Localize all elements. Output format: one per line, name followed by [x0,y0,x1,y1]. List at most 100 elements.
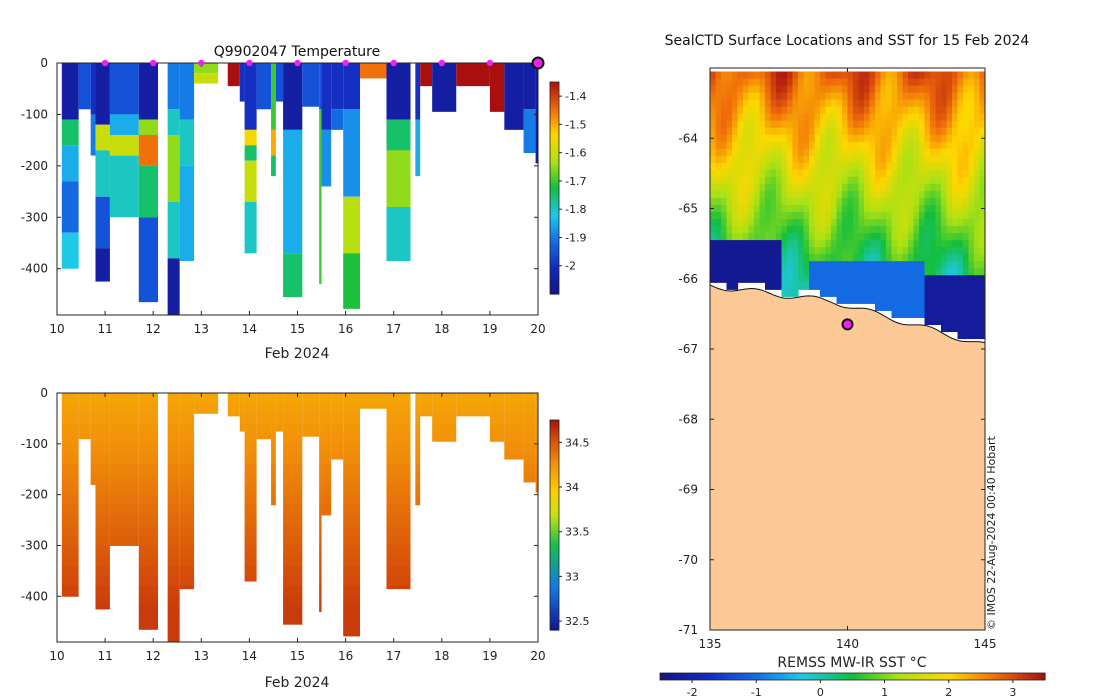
sst-cell [721,92,728,101]
sst-cell [814,71,821,80]
salinity-cell [90,464,96,475]
sst-cell [869,78,876,87]
sst-cell [715,120,722,129]
sst-cell [941,296,948,304]
sst-cell [825,148,832,157]
sst-cell [825,233,832,241]
x-tick-label: 20 [530,649,545,663]
sst-cell [897,134,904,143]
sst-cell [924,233,931,241]
sst-cell [864,204,871,213]
sst-cell [924,134,931,143]
colorbar-frame [549,81,560,295]
sst-cell [820,204,827,213]
sst-cell [941,85,948,94]
sst-cell [941,289,948,297]
colorbar-tick-label: -1.7 [565,175,586,188]
sst-cell [792,219,799,227]
salinity-cell [343,393,361,404]
sst-cell [765,275,772,283]
salinity-cell [535,474,538,485]
sst-cell [908,92,915,101]
sst-cell [897,275,904,283]
salinity-cell [61,423,79,435]
sst-cell [875,254,882,262]
salinity-cell [78,413,91,424]
salinity-cell [489,433,505,442]
sst-cell [880,296,887,304]
sst-cell [875,289,882,297]
sst-cell [941,275,948,283]
sst-cell [957,99,964,108]
sst-cell [759,233,766,241]
sst-cell [792,204,799,213]
sst-cell [891,275,898,283]
sst-cell [946,303,953,311]
sst-colorbar-segment [860,673,865,680]
colorbar-segment [550,441,559,445]
sst-cell [732,134,739,143]
sst-cell [759,71,766,80]
y-tick-label: 0 [40,386,48,400]
colorbar-segment [550,84,559,88]
sst-cell [952,303,959,311]
sst-cell [825,226,832,234]
sst-cell [776,204,783,213]
sst-cell [869,127,876,136]
sst-cell [842,127,849,136]
colorbar-segment [550,540,559,544]
sst-cell [946,99,953,108]
sst-cell [759,247,766,255]
sst-cell [930,275,937,283]
sst-cell [732,233,739,241]
sst-cell [814,134,821,143]
sst-cell [913,289,920,297]
salinity-cell [95,525,110,536]
sst-cell [743,85,750,94]
colorbar-segment [550,180,559,184]
sst-cell [858,106,865,115]
sst-cell [891,190,898,199]
salinity-cell [138,586,159,597]
salinity-cell [167,535,180,546]
sst-cell [776,141,783,150]
salinity-cell [343,413,361,424]
sst-cell [875,71,882,80]
sst-cell [726,176,733,185]
sst-colorbar-segment [833,673,838,680]
sst-colorbar-segment [933,673,938,680]
sst-cell [831,190,838,199]
sst-cell [792,120,799,129]
temperature-cell [95,196,110,249]
sst-cell [974,240,981,248]
sst-cell [748,268,755,276]
sst-cell [886,303,893,311]
sst-cell [897,176,904,185]
sst-cell [748,127,755,136]
sst-cell [820,71,827,80]
salinity-cell [256,413,272,424]
sst-cell [968,169,975,178]
salinity-cell [179,393,195,404]
temperature-x-ticks: 10 11 12 13 14 15 16 17 18 19 20 [49,63,546,336]
sst-cell [853,254,860,262]
sst-cell [952,78,959,87]
salinity-cell [244,484,257,496]
colorbar-segment [550,203,559,208]
sst-cell [836,92,843,101]
colorbar-segment [550,527,559,531]
sst-cell [787,134,794,143]
salinity-cell [95,393,110,404]
sst-colorbar-segment [825,673,830,680]
salinity-cell [283,494,303,506]
salinity-cell [138,423,159,435]
sst-cell [908,303,915,311]
sst-cell [781,268,788,276]
salinity-cell [90,474,96,485]
sst-cell [935,141,942,150]
sst-cell [985,86,991,94]
sst-cell [952,240,959,248]
sst-colorbar-segment [794,673,800,680]
sst-cell [853,296,860,304]
sst-cell [952,190,959,199]
